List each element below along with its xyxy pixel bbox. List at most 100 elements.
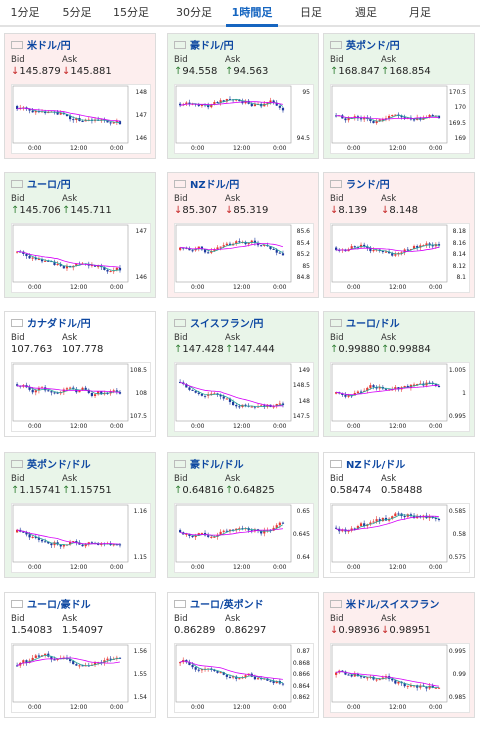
tab-30min[interactable]: 30分足 — [176, 6, 212, 19]
x-tick-label: 0:00 — [191, 284, 205, 291]
bid-label: Bid — [11, 474, 25, 484]
rate-card[interactable]: ユーロ/豪ドル Bid 1.54083 Ask 1.54097 1.56 1.55 1.54 0… — [4, 592, 156, 718]
ask-value: 0.58488 — [381, 485, 423, 496]
ask-price: ↑0.64825 — [225, 485, 275, 496]
currency-pair-link[interactable]: 英ポンド/ドル — [27, 460, 91, 471]
bid-value: 1.15741 — [19, 485, 61, 496]
bid-value: 147.428 — [182, 344, 224, 355]
currency-pair-link[interactable]: ユーロ/英ポンド — [190, 600, 264, 611]
bid-value: 1.54083 — [11, 625, 53, 636]
currency-pair-link[interactable]: 豪ドル/円 — [190, 41, 234, 52]
nz-flag-icon — [330, 460, 342, 468]
tab-15min[interactable]: 15分足 — [113, 6, 149, 19]
candlestick-chart[interactable]: 149 148.5 148 147.5 0:00 12:00 0:00 — [174, 362, 314, 432]
tab-5min[interactable]: 5分足 — [62, 6, 92, 19]
tab-monthly[interactable]: 月足 — [409, 6, 431, 19]
currency-pair-link[interactable]: ユーロ/ドル — [346, 319, 400, 330]
candlestick-chart[interactable]: 8.18 8.16 8.14 8.12 8.1 0:00 12:00 0:00 — [330, 223, 470, 293]
ask-label: Ask — [381, 614, 397, 624]
x-tick-label: 0:00 — [28, 564, 42, 571]
arrow-up-icon: ↑ — [381, 66, 390, 77]
rate-card[interactable]: ユーロ/円 Bid ↑145.706 Ask ↑145.711 147 146 0:00 12:… — [4, 172, 156, 298]
y-tick-label: 95 — [302, 89, 310, 96]
y-tick-label: 170 — [454, 104, 466, 112]
rate-card[interactable]: ユーロ/ドル Bid ↑0.99880 Ask ↑0.99884 1.005 1 0.995 0… — [323, 311, 475, 437]
ask-label: Ask — [62, 474, 78, 484]
rate-card[interactable]: カナダドル/円 Bid 107.763 Ask 107.778 108.5 108 107.5… — [4, 311, 156, 437]
rate-card[interactable]: NZドル/円 Bid ↓85.307 Ask ↓85.319 85.6 85.4 85.2 85… — [167, 172, 319, 298]
x-tick-label: 0:00 — [429, 284, 443, 291]
currency-pair-link[interactable]: スイスフラン/円 — [190, 319, 264, 330]
bid-label: Bid — [330, 614, 344, 624]
bid-value: 0.58474 — [330, 485, 372, 496]
bid-value: 8.139 — [338, 205, 368, 216]
candlestick-chart[interactable]: 95 94.5 0:00 12:00 0:00 — [174, 84, 314, 154]
currency-pair-link[interactable]: 米ドル/スイスフラン — [346, 600, 440, 611]
candlestick-chart[interactable]: 1.16 1.15 0:00 12:00 0:00 — [11, 503, 151, 573]
rate-card[interactable]: ユーロ/英ポンド Bid 0.86289 Ask 0.86297 0.87 0.868 0.8… — [167, 592, 319, 718]
y-tick-label: 8.12 — [452, 262, 466, 270]
rate-card[interactable]: 米ドル/円 Bid ↓145.879 Ask ↓145.881 148 147 146 0:00… — [4, 33, 156, 159]
rate-card[interactable]: 米ドル/スイスフラン Bid ↓0.98936 Ask ↓0.98951 0.995 0.9… — [323, 592, 475, 718]
candlestick-chart[interactable]: 170.5 170 169.5 169 0:00 12:00 0:00 — [330, 84, 470, 154]
currency-pair-link[interactable]: ユーロ/豪ドル — [27, 600, 91, 611]
y-tick-label: 147.5 — [292, 413, 310, 420]
rate-card[interactable]: 豪ドル/ドル Bid ↑0.64816 Ask ↑0.64825 0.65 0.645 0.6… — [167, 452, 319, 578]
rate-card[interactable]: 英ポンド/ドル Bid ↑1.15741 Ask ↑1.15751 1.16 1.15 0:0… — [4, 452, 156, 578]
bid-price: ↑145.706 — [11, 205, 61, 216]
arrow-down-icon: ↓ — [11, 66, 20, 77]
candlestick-chart[interactable]: 108.5 108 107.5 0:00 12:00 0:00 — [11, 362, 151, 432]
y-tick-label: 0.995 — [448, 648, 466, 655]
candlestick-chart[interactable]: 1.56 1.55 1.54 0:00 12:00 0:00 — [11, 643, 151, 713]
rate-card[interactable]: 豪ドル/円 Bid ↑94.558 Ask ↑94.563 95 94.5 0:00 12:00… — [167, 33, 319, 159]
currency-pair-link[interactable]: 豪ドル/ドル — [190, 460, 244, 471]
candlestick-chart[interactable]: 0.65 0.645 0.64 0:00 12:00 0:00 — [174, 503, 314, 573]
candlestick-chart[interactable]: 147 146 0:00 12:00 0:00 — [11, 223, 151, 293]
currency-pair-link[interactable]: 英ポンド/円 — [346, 41, 400, 52]
currency-pair-link[interactable]: カナダドル/円 — [27, 319, 91, 330]
x-tick-label: 0:00 — [110, 704, 124, 711]
ask-label: Ask — [381, 55, 397, 65]
arrow-down-icon: ↓ — [62, 66, 71, 77]
ask-label: Ask — [62, 194, 78, 204]
tab-daily[interactable]: 日足 — [300, 6, 322, 19]
gb-flag-icon — [330, 41, 342, 49]
candlestick-chart[interactable]: 1.005 1 0.995 0:00 12:00 0:00 — [330, 362, 470, 432]
tab-weekly[interactable]: 週足 — [355, 6, 377, 19]
ask-price: 1.54097 — [62, 625, 103, 636]
au-flag-icon — [174, 460, 186, 468]
x-tick-label: 0:00 — [191, 564, 205, 571]
currency-pair-link[interactable]: 米ドル/円 — [27, 41, 71, 52]
y-tick-label: 148 — [298, 397, 310, 405]
arrow-up-icon: ↑ — [330, 344, 339, 355]
candlestick-chart[interactable]: 148 147 146 0:00 12:00 0:00 — [11, 84, 151, 154]
ask-price: ↑145.711 — [62, 205, 112, 216]
currency-pair-link[interactable]: NZドル/円 — [190, 180, 240, 191]
candlestick-chart[interactable]: 0.585 0.58 0.575 0:00 12:00 0:00 — [330, 503, 470, 573]
bid-value: 168.847 — [338, 66, 380, 77]
candlestick-plot — [175, 224, 292, 283]
candlestick-chart[interactable]: 0.995 0.99 0.985 0:00 12:00 0:00 — [330, 643, 470, 713]
eu-flag-icon — [11, 600, 23, 608]
currency-pair-link[interactable]: ユーロ/円 — [27, 180, 71, 191]
currency-pair-link[interactable]: NZドル/ドル — [346, 460, 406, 471]
currency-pair-link[interactable]: ランド/円 — [346, 180, 390, 191]
ask-value: 0.98951 — [389, 625, 431, 636]
ch-flag-icon — [174, 319, 186, 327]
tab-1hour[interactable]: 1時間足 — [226, 0, 278, 27]
bid-price: 1.54083 — [11, 625, 52, 636]
rate-card[interactable]: スイスフラン/円 Bid ↑147.428 Ask ↑147.444 149 148.5 14… — [167, 311, 319, 437]
arrow-up-icon: ↑ — [174, 66, 183, 77]
x-tick-label: 12:00 — [70, 704, 88, 711]
x-tick-label: 0:00 — [273, 284, 287, 291]
candlestick-chart[interactable]: 0.87 0.868 0.866 0.864 0.862 0:00 12:00 0:00 — [174, 643, 314, 713]
arrow-up-icon: ↑ — [174, 485, 183, 496]
tab-1min[interactable]: 1分足 — [10, 6, 40, 19]
rate-card[interactable]: ランド/円 Bid ↓8.139 Ask ↓8.148 8.18 8.16 8.14 8.12 8… — [323, 172, 475, 298]
ask-value: 168.854 — [389, 66, 431, 77]
rate-card[interactable]: 英ポンド/円 Bid ↑168.847 Ask ↑168.854 170.5 170 169.… — [323, 33, 475, 159]
bid-value: 145.706 — [19, 205, 61, 216]
candlestick-chart[interactable]: 85.6 85.4 85.2 85 84.8 0:00 12:00 0:00 — [174, 223, 314, 293]
bid-price: ↑147.428 — [174, 344, 224, 355]
rate-card[interactable]: NZドル/ドル Bid 0.58474 Ask 0.58488 0.585 0.58 0.57… — [323, 452, 475, 578]
